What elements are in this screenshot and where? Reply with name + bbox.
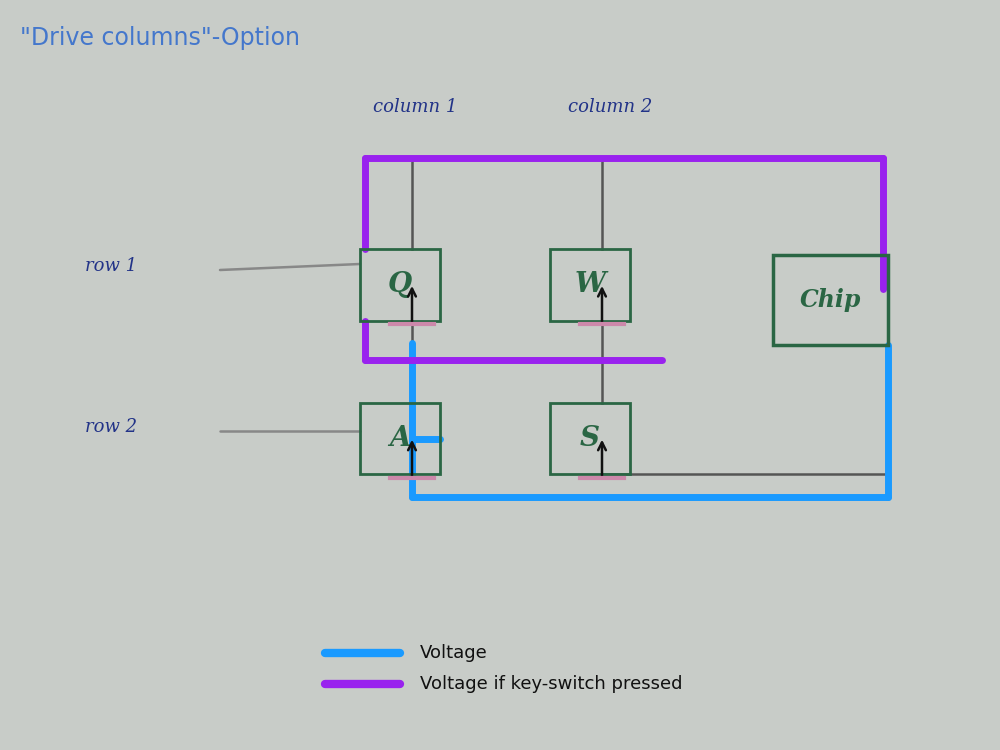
Text: Chip: Chip [799,288,861,312]
Text: Voltage if key-switch pressed: Voltage if key-switch pressed [420,675,682,693]
Bar [360,404,440,475]
Bar [360,249,440,321]
Text: row 2: row 2 [85,419,137,436]
Text: Q: Q [388,272,412,298]
Text: column 2: column 2 [568,98,652,116]
Text: column 1: column 1 [373,98,457,116]
Text: S: S [580,425,600,452]
Text: W: W [574,272,606,298]
Bar [550,404,630,475]
Text: "Drive columns"-Option: "Drive columns"-Option [20,26,300,50]
Bar [772,255,888,345]
Text: Voltage: Voltage [420,644,488,662]
Text: A: A [389,425,411,452]
Text: row 1: row 1 [85,257,137,275]
Bar [550,249,630,321]
